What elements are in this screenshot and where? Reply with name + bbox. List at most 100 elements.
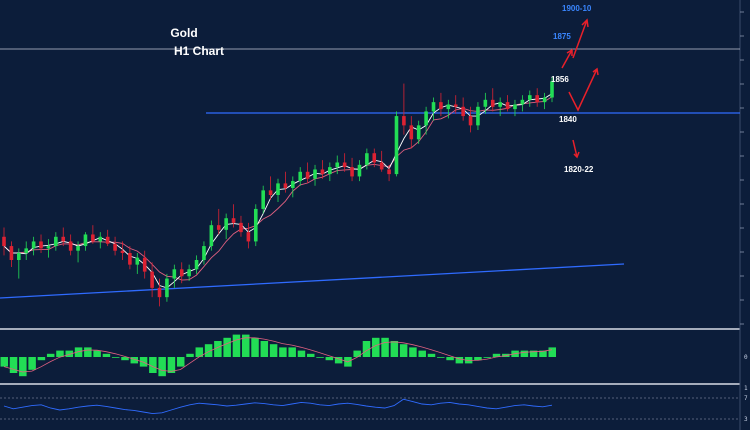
- candle-body: [298, 171, 303, 182]
- candle-body: [439, 102, 443, 110]
- candle-body: [335, 162, 340, 168]
- macd-bar: [93, 350, 101, 357]
- macd-bar: [19, 357, 27, 377]
- candle-body: [253, 208, 258, 242]
- arrow-dip-rebound: [568, 68, 598, 112]
- macd-bar: [204, 344, 213, 357]
- macd-bar: [56, 350, 64, 357]
- macd-bar: [158, 357, 166, 377]
- rsi-indicator: [0, 397, 740, 420]
- candle-body: [224, 218, 228, 230]
- macd-bar: [297, 350, 306, 357]
- target-label: 1900-10: [562, 4, 592, 13]
- macd-bar: [390, 341, 399, 357]
- candle-body: [24, 248, 29, 254]
- candle-body: [231, 218, 236, 223]
- macd-bar: [28, 357, 36, 370]
- macd-signal-line: [3, 337, 553, 373]
- macd-bar: [548, 347, 556, 357]
- macd-bar: [37, 357, 46, 361]
- arrow-up-short: [561, 49, 573, 69]
- candle-body: [39, 241, 43, 249]
- candle-body: [283, 183, 288, 189]
- macd-bar: [0, 357, 8, 367]
- macd-bar: [260, 341, 269, 357]
- candle-body: [490, 99, 495, 107]
- candle-body: [431, 102, 436, 112]
- candle-body: [276, 183, 280, 195]
- rsi-tick-low: 3: [744, 416, 748, 423]
- candlestick-series: [2, 76, 554, 307]
- candle-body: [550, 81, 554, 98]
- candle-body: [461, 106, 465, 117]
- arrow-up-short-head: [566, 48, 573, 56]
- macd-bar: [84, 347, 92, 357]
- macd-bar: [483, 357, 491, 358]
- candle-body: [424, 111, 428, 126]
- candle-body: [387, 169, 391, 175]
- rsi-tick-mid: 7: [744, 395, 748, 402]
- price-axis-ticks: [740, 11, 744, 325]
- candle-body: [17, 253, 21, 260]
- macd-bar: [362, 341, 371, 357]
- candle-body: [9, 246, 14, 260]
- projection-arrows: [561, 18, 599, 159]
- macd-bar: [74, 347, 83, 357]
- macd-bar: [427, 353, 436, 357]
- macd-bar: [111, 357, 120, 358]
- macd-bar: [492, 353, 501, 357]
- candle-body: [61, 236, 66, 242]
- candle-body: [120, 250, 125, 254]
- candle-body: [328, 167, 332, 175]
- macd-bar: [195, 347, 204, 357]
- support-2-label: 1840: [559, 115, 577, 124]
- macd-bar: [529, 350, 538, 357]
- macd-bar: [409, 347, 417, 357]
- candle-body: [31, 241, 36, 249]
- macd-bar: [121, 357, 129, 361]
- macd-bar: [102, 353, 111, 357]
- ma-slow-line: [3, 96, 553, 281]
- candle-body: [246, 232, 251, 242]
- macd-bar: [232, 334, 241, 357]
- arrow-up-target: [572, 19, 588, 59]
- candle-body: [142, 257, 147, 272]
- candle-body: [498, 102, 502, 107]
- target-down-label: 1820-22: [564, 165, 594, 174]
- candle-body: [98, 236, 103, 242]
- macd-bar: [307, 353, 315, 357]
- macd-bar: [372, 337, 380, 357]
- macd-bar: [474, 357, 482, 361]
- arrow-down-target: [572, 139, 578, 158]
- macd-bar: [381, 337, 389, 357]
- macd-bar: [46, 353, 55, 357]
- candle-body: [113, 243, 117, 251]
- macd-bar: [251, 337, 259, 357]
- macd-bar: [149, 357, 157, 373]
- candle-body: [54, 236, 58, 247]
- macd-bar: [130, 357, 139, 364]
- candle-body: [187, 269, 191, 277]
- macd-bar: [520, 350, 529, 357]
- candle-body: [320, 169, 325, 175]
- candle-body: [342, 162, 347, 168]
- rising-trendline: [0, 263, 625, 299]
- arrow-up-target-head: [581, 18, 589, 28]
- candle-body: [194, 260, 199, 270]
- candle-body: [476, 106, 480, 126]
- macd-zero-tick: 0: [744, 354, 748, 361]
- macd-bar: [65, 350, 74, 357]
- support-1-label: 1856: [551, 75, 569, 84]
- macd-bar: [353, 350, 361, 357]
- candle-body: [365, 153, 369, 165]
- macd-bar: [214, 341, 222, 357]
- candle-body: [394, 116, 399, 175]
- moving-average-slow: [3, 96, 553, 281]
- candle-body: [513, 104, 517, 110]
- candle-body: [305, 171, 310, 179]
- candle-body: [372, 153, 377, 163]
- macd-bar: [186, 353, 194, 357]
